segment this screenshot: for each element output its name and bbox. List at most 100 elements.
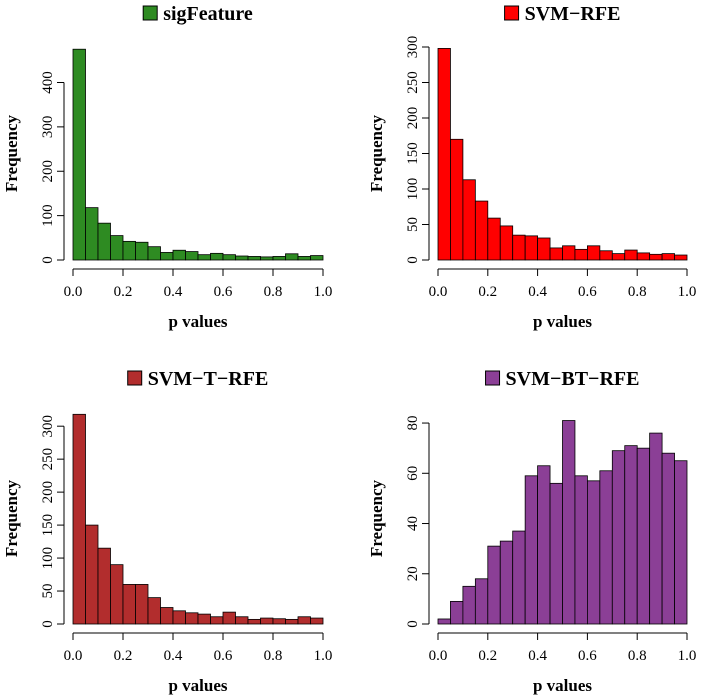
x-tick-label: 0.6 <box>214 284 233 300</box>
x-tick-label: 0.8 <box>628 284 647 300</box>
histogram-bar <box>72 48 86 261</box>
histogram-bar <box>97 222 111 261</box>
histogram-bar <box>624 445 638 625</box>
histogram-bar <box>587 480 601 625</box>
histogram-bar <box>574 248 588 261</box>
y-tick-label: 200 <box>40 481 56 504</box>
histogram-bar <box>661 452 675 625</box>
x-tick-label: 0.0 <box>64 284 83 300</box>
panel-title: SVM−T−RFE <box>127 368 268 390</box>
y-axis: 0 20 40 60 80 Frequency <box>367 416 430 628</box>
histogram-bar <box>147 246 161 261</box>
histogram-bar <box>474 200 489 261</box>
y-tick-label: 200 <box>40 160 56 183</box>
histogram-bar <box>611 450 626 625</box>
y-tick-label: 50 <box>405 217 421 232</box>
x-tick-label: 0.6 <box>214 648 233 664</box>
y-tick-label: 60 <box>405 466 421 481</box>
histogram-bar <box>624 249 638 261</box>
y-tick-label: 50 <box>40 584 56 599</box>
histogram-bar <box>512 234 526 261</box>
histogram-bar <box>110 235 124 261</box>
x-tick-label: 1.0 <box>678 284 697 300</box>
histogram-bar <box>272 618 286 625</box>
histogram-bar <box>197 613 211 625</box>
x-tick-label: 0.4 <box>528 284 547 300</box>
legend-swatch <box>504 5 520 21</box>
histogram-bar <box>661 253 675 261</box>
histogram-panel-4: SVM−BT−RFE 0.0 0.2 0.4 0.6 0.8 1.0 p values 0 20 4… <box>367 368 696 695</box>
histogram-bar <box>462 585 476 625</box>
x-tick-label: 0.2 <box>478 284 497 300</box>
histogram-bar <box>537 237 551 261</box>
x-axis-label: p values <box>533 676 592 695</box>
y-axis: 0 50 100 150 200 250 300 Frequency <box>2 415 65 628</box>
histogram-bar <box>649 253 663 261</box>
histogram-bar <box>562 245 576 261</box>
x-tick-label: 0.0 <box>429 284 448 300</box>
x-tick-label: 0.2 <box>478 648 497 664</box>
histogram-bar <box>172 610 186 625</box>
histogram-bar <box>599 250 613 261</box>
y-tick-label: 0 <box>40 256 56 264</box>
histogram-bar <box>512 530 526 625</box>
histogram-bar <box>674 460 688 625</box>
y-tick-label: 300 <box>40 415 56 438</box>
panel-title-text: sigFeature <box>163 3 253 25</box>
x-tick-label: 0.4 <box>164 284 183 300</box>
histogram-bar <box>222 611 236 625</box>
x-axis: 0.0 0.2 0.4 0.6 0.8 1.0 p values <box>429 632 697 695</box>
x-tick-label: 0.2 <box>114 284 133 300</box>
y-tick-label: 80 <box>405 416 421 431</box>
histogram-bar <box>549 482 563 625</box>
x-tick-label: 1.0 <box>314 284 333 300</box>
y-tick-label: 200 <box>405 107 421 130</box>
histogram-bar <box>85 207 99 261</box>
histogram-panel-1: sigFeature 0.0 0.2 0.4 0.6 0.8 1.0 p values 0 100… <box>2 3 332 331</box>
legend-swatch <box>127 370 143 386</box>
panel-title: sigFeature <box>142 3 253 25</box>
y-tick-label: 250 <box>405 71 421 94</box>
histogram-bar <box>110 564 124 625</box>
y-axis-label: Frequency <box>367 114 386 192</box>
panel-title-text: SVM−BT−RFE <box>506 368 640 390</box>
histogram-bar <box>247 256 261 261</box>
histogram-bar <box>587 245 601 261</box>
histogram-bar <box>297 616 311 625</box>
x-tick-label: 0.0 <box>64 648 83 664</box>
x-tick-label: 0.4 <box>528 648 547 664</box>
x-tick-label: 1.0 <box>314 648 333 664</box>
histogram-bar <box>247 618 261 625</box>
y-tick-label: 0 <box>40 620 56 628</box>
histogram-bar <box>210 252 224 261</box>
y-tick-label: 100 <box>40 547 56 570</box>
x-tick-label: 0.8 <box>264 284 283 300</box>
histogram-bar <box>272 256 286 261</box>
histogram-bar <box>222 254 236 261</box>
y-tick-label: 250 <box>40 448 56 471</box>
histogram-bar <box>185 612 199 625</box>
x-axis-label: p values <box>168 676 227 695</box>
histogram-bar <box>636 447 651 625</box>
y-axis: 0 50 100 150 200 250 300 Frequency <box>367 36 430 264</box>
histogram-bar <box>122 240 136 261</box>
x-axis: 0.0 0.2 0.4 0.6 0.8 1.0 p values <box>64 632 333 695</box>
panel-title-text: SVM−RFE <box>525 3 621 25</box>
y-tick-label: 150 <box>40 514 56 537</box>
histogram-bar <box>487 545 501 625</box>
x-tick-label: 0.2 <box>114 648 133 664</box>
x-tick-label: 0.6 <box>578 648 597 664</box>
histogram-bar <box>599 470 613 625</box>
y-axis-label: Frequency <box>367 479 386 557</box>
y-tick-label: 150 <box>405 142 421 165</box>
y-tick-label: 300 <box>405 36 421 59</box>
histogram-bar <box>574 475 588 625</box>
histogram-bar <box>524 475 539 625</box>
x-tick-label: 1.0 <box>678 648 697 664</box>
histogram-bar <box>72 413 86 625</box>
histogram-bar <box>185 251 199 261</box>
panel-title: SVM−BT−RFE <box>485 368 640 390</box>
y-axis-label: Frequency <box>2 479 21 557</box>
histogram-bar <box>310 255 324 261</box>
histogram-bar <box>235 616 249 625</box>
